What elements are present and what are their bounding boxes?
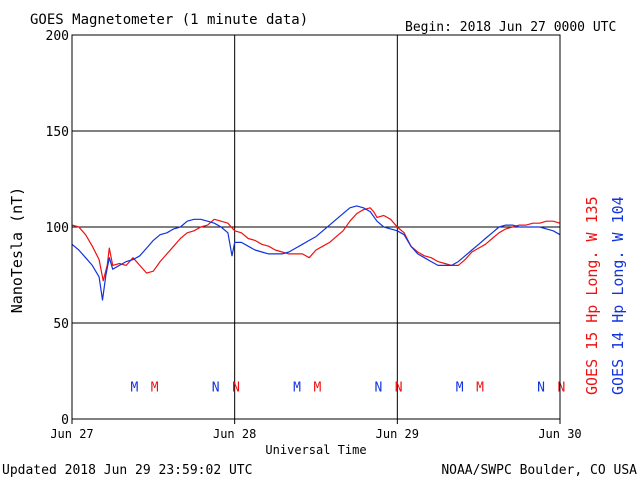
marker-M: M	[151, 380, 159, 395]
marker-N: N	[374, 380, 382, 395]
marker-M: M	[456, 380, 464, 395]
x-tick-label: Jun 27	[50, 427, 93, 441]
series-line-0	[71, 207, 561, 282]
begin-label: Begin: 2018 Jun 27 0000 UTC	[405, 20, 616, 35]
series-line-1	[71, 205, 561, 301]
marker-M: M	[476, 380, 484, 395]
y-axis-ticks: 0 50 100 150 200	[46, 29, 69, 428]
y-tick-label: 100	[46, 221, 69, 236]
y-tick-label: 200	[46, 29, 69, 44]
x-tick-label: Jun 28	[213, 427, 256, 441]
x-axis-label: Universal Time	[265, 443, 366, 457]
marker-N: N	[537, 380, 545, 395]
series-lines	[71, 205, 561, 301]
marker-N: N	[395, 380, 403, 395]
x-axis-ticks: Jun 27 Jun 28 Jun 29 Jun 30	[50, 419, 582, 441]
marker-N: N	[557, 380, 565, 395]
y-tick-label: 0	[61, 413, 69, 428]
updated-timestamp: Updated 2018 Jun 29 23:59:02 UTC	[2, 463, 252, 478]
y-tick-label: 50	[53, 317, 69, 332]
credit: NOAA/SWPC Boulder, CO USA	[441, 463, 637, 478]
chart-title: GOES Magnetometer (1 minute data)	[30, 12, 308, 28]
legend-goes15: GOES 15 Hp Long. W 135	[583, 196, 601, 395]
marker-M: M	[130, 380, 138, 395]
y-tick-label: 150	[46, 125, 69, 140]
legend-goes14: GOES 14 Hp Long. W 104	[609, 196, 627, 395]
plot-frame	[71, 34, 561, 420]
marker-N: N	[232, 380, 240, 395]
marker-M: M	[313, 380, 321, 395]
marker-N: N	[212, 380, 220, 395]
y-axis-label: NanoTesla (nT)	[8, 187, 26, 313]
marker-M: M	[293, 380, 301, 395]
x-tick-label: Jun 30	[538, 427, 581, 441]
x-tick-label: Jun 29	[376, 427, 419, 441]
